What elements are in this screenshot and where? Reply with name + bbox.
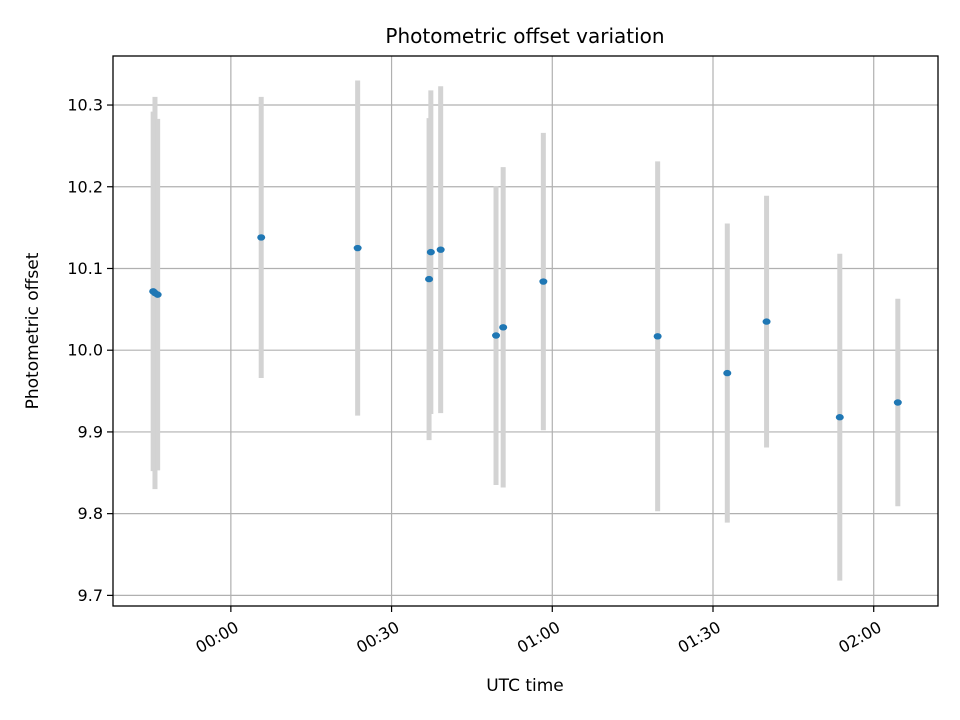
data-point <box>762 318 771 325</box>
y-axis-label: Photometric offset <box>23 252 43 409</box>
data-point <box>653 333 662 340</box>
x-tick-label: 01:00 <box>514 617 563 657</box>
data-point <box>893 399 902 406</box>
x-tick-label: 01:30 <box>675 617 724 657</box>
data-point <box>539 278 548 285</box>
plot-frame <box>112 55 939 607</box>
y-tick-label: 10.0 <box>67 341 103 360</box>
data-points <box>149 234 902 421</box>
x-tick-label: 02:00 <box>835 617 884 657</box>
y-tick-label: 10.1 <box>67 259 103 278</box>
chart-title: Photometric offset variation <box>385 24 664 48</box>
data-point <box>426 248 435 256</box>
error-bars <box>150 80 901 581</box>
y-tick-label: 10.3 <box>67 96 103 115</box>
y-tick-label: 10.2 <box>67 177 103 196</box>
data-point <box>723 369 732 377</box>
y-axis: 9.7 9.8 9.9 10.0 10.1 10.2 10.3 <box>67 96 113 605</box>
x-axis-label: UTC time <box>486 676 564 696</box>
data-point <box>492 332 501 339</box>
data-point <box>153 291 162 298</box>
data-point <box>835 414 844 421</box>
data-point <box>353 244 362 252</box>
y-tick-label: 9.8 <box>78 504 103 523</box>
y-tick-label: 9.7 <box>78 586 103 605</box>
x-tick-label: 00:00 <box>192 617 241 657</box>
data-point <box>499 324 508 331</box>
x-axis: 00:00 00:30 01:00 01:30 02:00 <box>192 606 885 657</box>
y-tick-label: 9.9 <box>78 422 103 441</box>
data-point <box>425 275 434 283</box>
x-tick-label: 00:30 <box>353 617 402 657</box>
data-point <box>257 234 266 241</box>
grid <box>113 56 938 606</box>
data-point <box>436 246 445 253</box>
